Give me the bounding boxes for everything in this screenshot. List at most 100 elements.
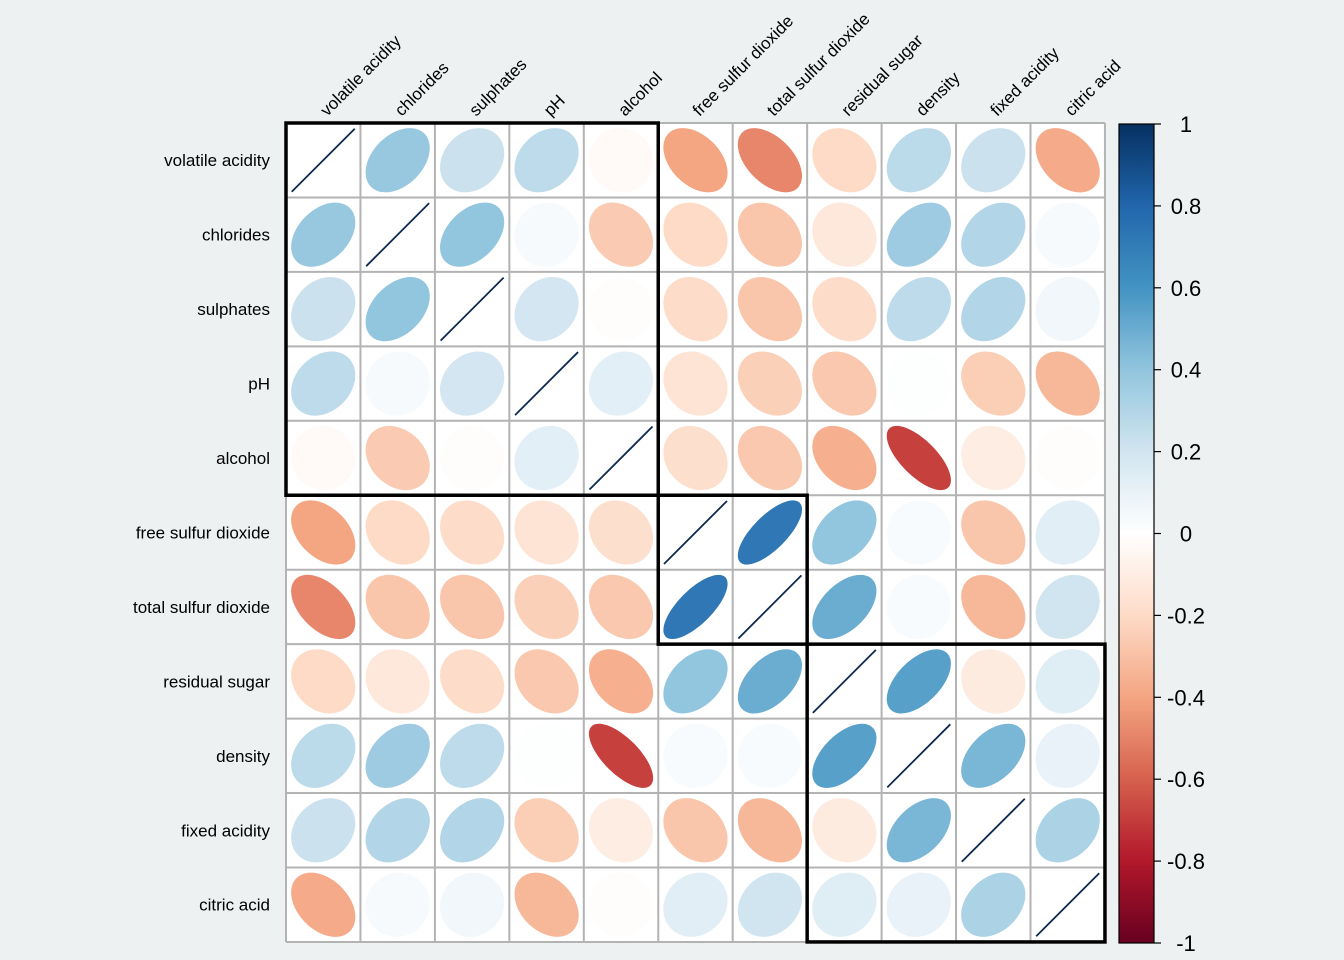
correlation-ellipse (365, 277, 430, 342)
correlation-ellipse (291, 277, 356, 342)
colorbar-tick-label: -0.2 (1167, 603, 1205, 628)
correlation-ellipse (961, 500, 1026, 565)
correlation-ellipse (440, 798, 505, 863)
correlation-ellipse (365, 723, 430, 788)
correlation-ellipse (365, 128, 430, 193)
correlation-ellipse (365, 351, 430, 416)
correlation-ellipse (440, 425, 505, 491)
correlation-ellipse (514, 649, 579, 714)
correlation-ellipse (737, 128, 803, 193)
diagonal-line (365, 202, 430, 267)
column-label: pH (540, 91, 569, 120)
correlation-ellipse (812, 277, 877, 342)
correlation-ellipse (588, 649, 654, 714)
colorbar-tick-label: 0 (1180, 522, 1192, 547)
correlation-ellipse (365, 872, 430, 937)
correlation-ellipse (514, 202, 579, 267)
correlation-ellipse (812, 500, 877, 565)
correlation-ellipse (737, 277, 803, 342)
correlation-ellipse (1035, 128, 1100, 193)
correlation-ellipse (440, 649, 505, 714)
column-label: fixed acidity (987, 43, 1064, 120)
correlation-ellipse (1035, 798, 1100, 863)
correlation-ellipse (737, 649, 803, 714)
correlation-ellipse (588, 351, 654, 416)
correlation-ellipse (588, 723, 654, 788)
correlation-ellipse (514, 723, 579, 788)
correlation-ellipse (961, 872, 1026, 937)
correlation-ellipse (961, 425, 1026, 491)
correlation-ellipse (440, 202, 505, 267)
correlation-ellipse (663, 202, 728, 267)
correlation-ellipse (812, 425, 877, 491)
correlation-ellipse (886, 277, 951, 342)
correlation-ellipse (588, 128, 654, 193)
correlation-ellipse (961, 649, 1026, 714)
cluster-rect-layer (284, 121, 1107, 944)
row-label: chlorides (202, 226, 270, 245)
cluster-rectangle (805, 642, 1107, 944)
correlation-ellipse (291, 500, 356, 565)
row-label: pH (248, 375, 270, 394)
row-label: sulphates (197, 300, 270, 319)
correlation-ellipse (1035, 649, 1100, 714)
correlation-ellipse (291, 351, 356, 416)
colorbar-tick-label: -0.6 (1167, 767, 1205, 792)
correlation-ellipse (291, 872, 356, 937)
correlation-ellipse (514, 277, 579, 342)
column-label: sulphates (466, 55, 531, 120)
colorbar-tick-label: 1 (1180, 112, 1192, 137)
correlation-ellipse (1035, 277, 1100, 342)
correlation-ellipse (1035, 202, 1100, 267)
diagonal-line (812, 649, 877, 714)
correlation-ellipse (1035, 723, 1100, 788)
colorbar-tick-label: -0.4 (1167, 685, 1205, 710)
correlation-ellipse (961, 277, 1026, 342)
correlation-ellipse (886, 872, 951, 937)
correlation-ellipse (440, 723, 505, 788)
correlation-ellipse (365, 649, 430, 714)
correlation-ellipse (291, 798, 356, 863)
column-label: density (912, 68, 964, 120)
correlation-ellipse (1035, 351, 1100, 416)
correlation-ellipse (663, 277, 728, 342)
correlation-ellipse (588, 202, 654, 267)
diagonal-line (514, 351, 579, 416)
correlation-ellipse (886, 574, 951, 640)
correlation-ellipse (440, 128, 505, 193)
cell-layer (286, 123, 1105, 942)
correlation-ellipse (812, 202, 877, 267)
correlation-ellipse (440, 351, 505, 416)
correlation-ellipse (812, 872, 877, 937)
correlation-ellipse (291, 425, 356, 491)
correlation-ellipse (514, 872, 579, 937)
correlation-ellipse (737, 872, 803, 937)
correlation-ellipse (365, 574, 430, 640)
correlation-ellipse (737, 351, 803, 416)
row-label: fixed acidity (181, 821, 270, 840)
correlation-ellipse (365, 500, 430, 565)
row-label: residual sugar (163, 672, 270, 691)
row-label: alcohol (216, 449, 270, 468)
colorbar: 1 0.8 0.6 0.4 0.2 0 -0.2 -0.4 -0.6 -0.8 -1 (1118, 112, 1205, 956)
column-label: chlorides (391, 58, 453, 120)
correlation-ellipse (588, 872, 654, 937)
correlation-ellipse (886, 425, 951, 491)
diagonal-line (1035, 872, 1100, 937)
correlation-ellipse (886, 500, 951, 565)
column-label: alcohol (614, 68, 666, 120)
correlation-ellipse (663, 425, 728, 491)
column-label: citric acid (1061, 56, 1125, 120)
colorbar-tick-label: 0.4 (1171, 358, 1202, 383)
correlation-ellipse (440, 500, 505, 565)
correlation-ellipse (886, 649, 951, 714)
correlation-ellipse (663, 798, 728, 863)
correlation-ellipse (961, 128, 1026, 193)
correlation-ellipse (961, 202, 1026, 267)
correlation-ellipse (291, 202, 356, 267)
correlation-ellipse (588, 798, 654, 863)
correlation-ellipse (886, 351, 951, 416)
correlation-ellipse (588, 574, 654, 640)
correlation-ellipse (961, 723, 1026, 788)
